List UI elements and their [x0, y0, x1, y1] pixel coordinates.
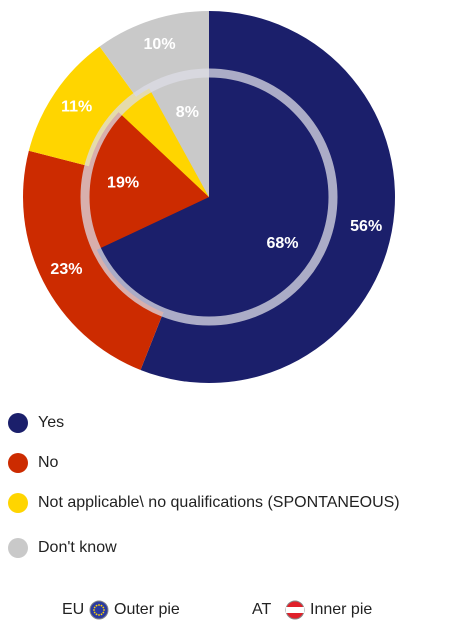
eu-star: [103, 609, 105, 611]
eu-star: [102, 611, 105, 614]
legend-label: Don't know: [38, 539, 117, 556]
inner-ring: [80, 68, 338, 326]
eu-star: [93, 606, 96, 609]
eu-icon: [89, 600, 109, 620]
value-label: 10%: [144, 36, 176, 53]
legend-swatch: [8, 453, 28, 473]
eu-star: [100, 604, 103, 607]
inner-slice: [96, 73, 333, 321]
legend-label: Yes: [38, 414, 64, 431]
series-name: AT: [252, 601, 271, 618]
value-label: 11%: [61, 98, 92, 115]
value-label: 68%: [266, 235, 298, 252]
eu-star: [93, 611, 96, 614]
series-name: EU: [62, 601, 84, 618]
legend-swatch: [8, 493, 28, 513]
eu-star: [98, 604, 100, 606]
eu-star: [93, 609, 95, 611]
inner-slice: [149, 73, 209, 197]
inner-slice: [118, 88, 209, 197]
value-label: 23%: [50, 261, 82, 278]
eu-star: [95, 613, 98, 616]
legend-swatch: [8, 413, 28, 433]
inner-slice: [85, 112, 209, 250]
eu-star: [100, 613, 103, 616]
series-description: Outer pie: [114, 601, 180, 618]
series-description: Inner pie: [310, 601, 372, 618]
value-label: 19%: [107, 175, 139, 192]
legend-label: No: [38, 454, 59, 471]
at-stripe: [286, 607, 304, 613]
value-label: 8%: [176, 104, 199, 121]
eu-star: [95, 604, 98, 607]
eu-star: [102, 606, 105, 609]
legend-label: Not applicable\ no qualifications (SPONT…: [38, 494, 400, 511]
eu-star: [98, 614, 100, 616]
value-label: 56%: [350, 218, 382, 235]
legend-swatch: [8, 538, 28, 558]
